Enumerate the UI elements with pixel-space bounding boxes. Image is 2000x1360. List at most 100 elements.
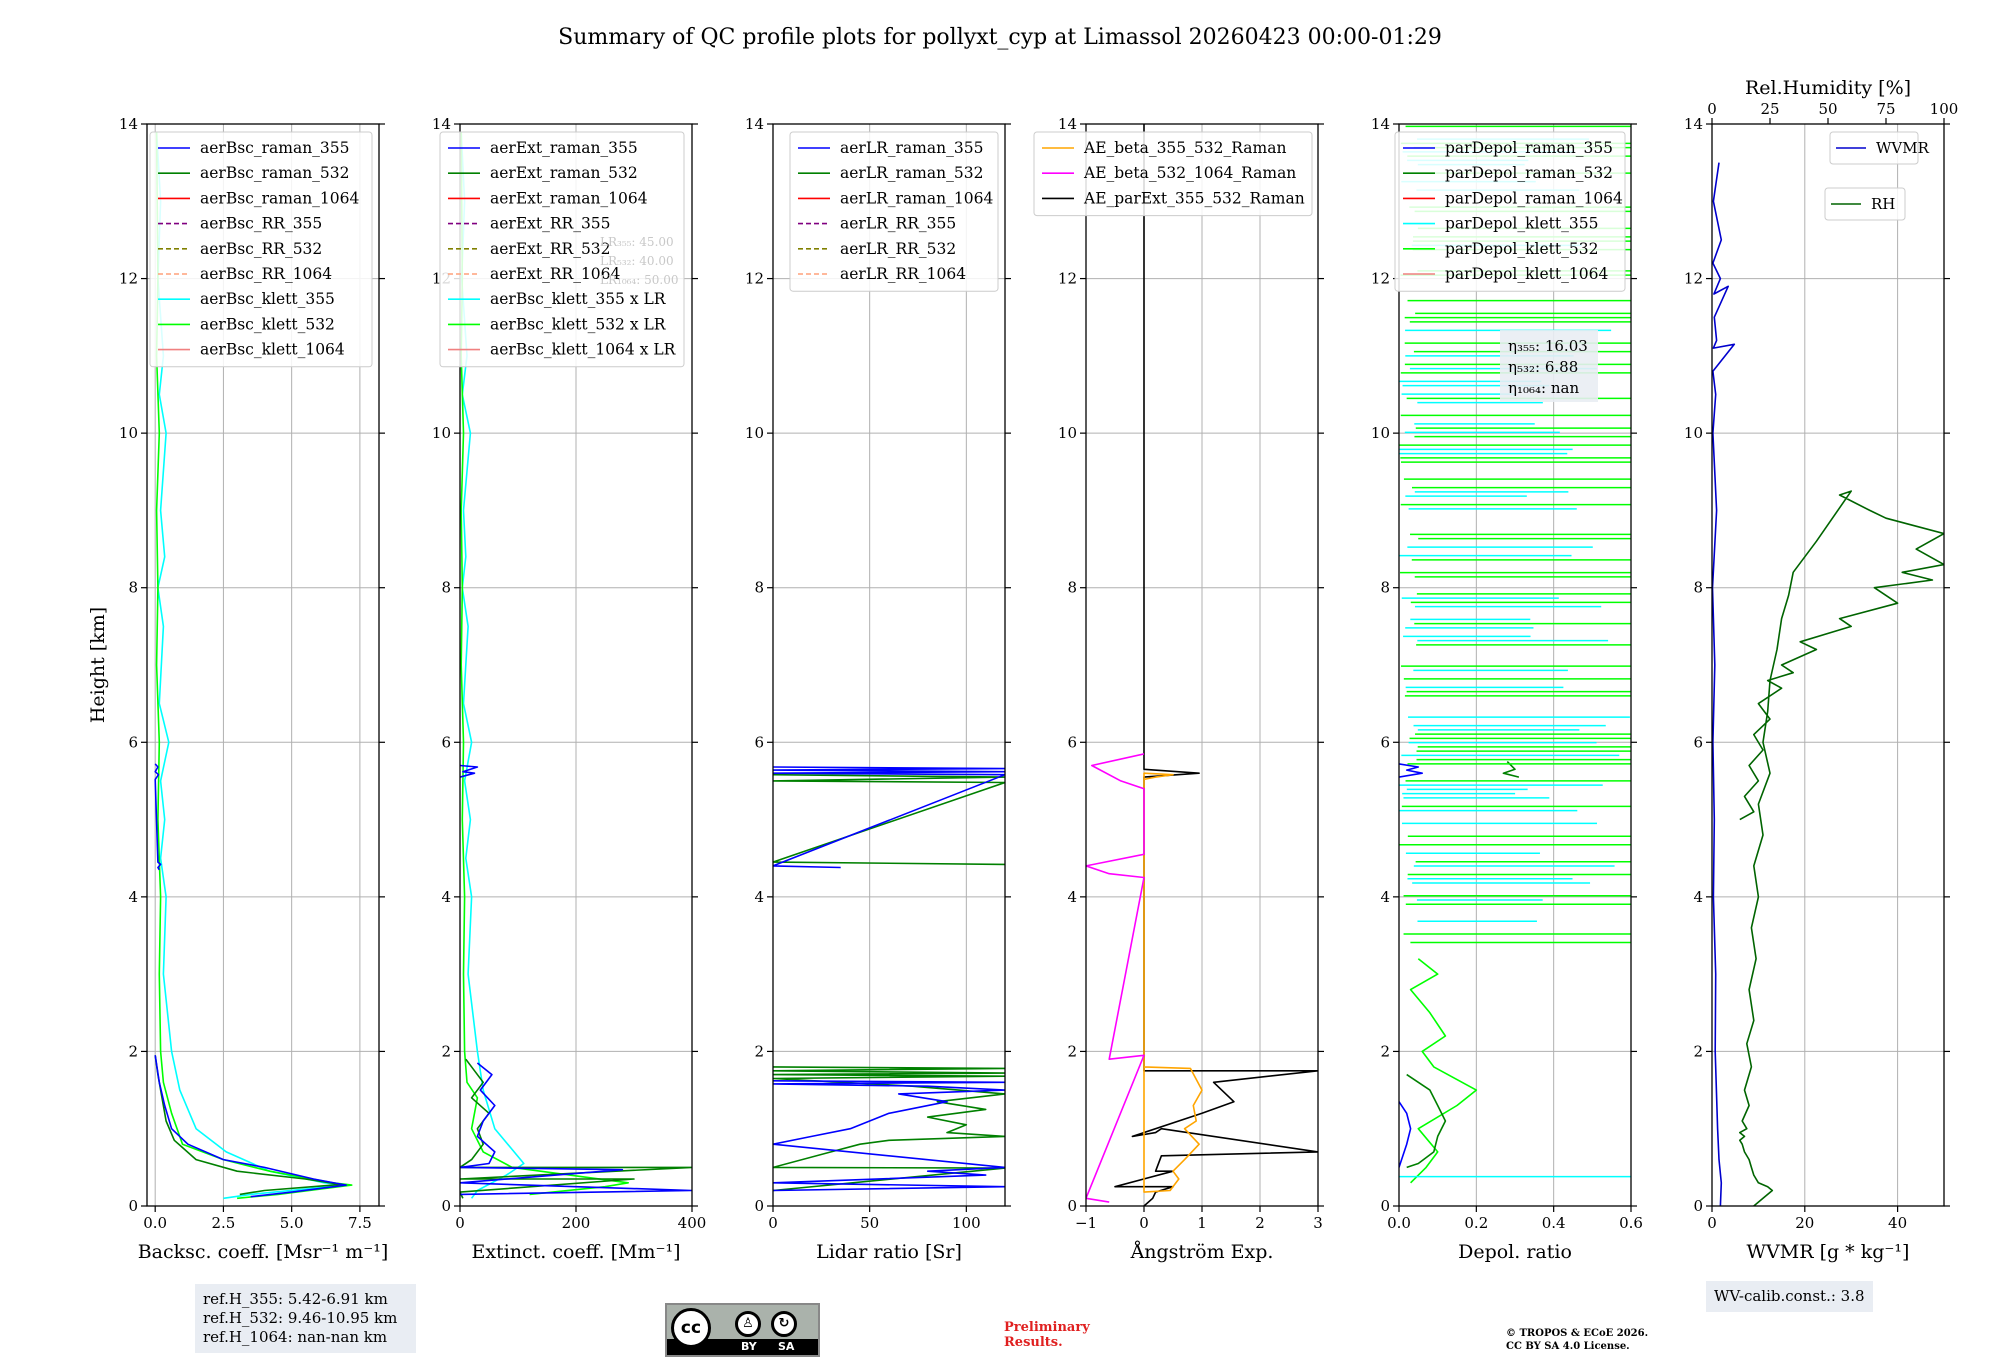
y-tick-label: 10 [432,424,451,442]
panel-extinction: 020040002468101214Extinct. coeff. [Mm⁻¹]… [432,115,706,1263]
legend-label: aerBsc_klett_532 [200,315,335,333]
y-tick-label: 0 [128,1197,138,1215]
x-tick-label: 0.0 [143,1214,167,1232]
legend-label: aerBsc_RR_532 [200,240,322,258]
ref-height-532: ref.H_532: 9.46-10.95 km [203,1309,398,1327]
legend-label: parDepol_raman_532 [1445,164,1613,182]
legend-box [439,131,685,368]
cc-license-badge: cc ♙ ↻ BY SA [665,1303,820,1357]
reference-height-box: ref.H_355: 5.42-6.91 km ref.H_532: 9.46-… [195,1284,416,1353]
x-tick-label: 2 [1255,1214,1265,1232]
y-tick-label: 0 [1693,1197,1703,1215]
x-tick-label: 0 [768,1214,778,1232]
lr-annotation: LR₅₃₂: 40.00 [600,254,674,268]
panel-backscatter: 0.0 2.5 5.0 7.5 0 2 4 6 8 10 12 14 Backsc. coeff. [M… [87,115,388,1263]
y-tick-label: 2 [754,1042,764,1060]
x-tick-label: 1 [1197,1214,1207,1232]
preliminary-line-2: Results. [1004,1335,1063,1350]
series-line-aerLR_raman_355_upper [773,766,1005,869]
top-x-tick-label: 0 [1707,100,1717,118]
y-tick-label: 14 [432,115,451,133]
legend-box [1824,187,1906,221]
legend-label: AE_beta_532_1064_Raman [1083,164,1296,182]
legend-label: aerBsc_klett_355 x LR [490,290,667,308]
y-tick-label: 10 [1684,424,1703,442]
series-line-aerBsc_raman_355 [154,1055,348,1198]
y-tick-label: 4 [441,888,451,906]
x-tick-label: 40 [1888,1214,1907,1232]
legend-label: aerBsc_klett_532 x LR [490,315,667,333]
lr-annotation: LR₁₀₆₄: 50.00 [600,273,678,287]
legend-label: aerLR_RR_1064 [840,265,966,283]
legend-label: aerExt_RR_532 [490,240,611,258]
y-tick-label: 8 [1380,579,1390,597]
y-tick-label: 8 [1067,579,1077,597]
y-tick-label: 12 [1371,270,1390,288]
x-tick-label: 0 [455,1214,465,1232]
x-tick-label: 3 [1313,1214,1323,1232]
legend-label: AE_parExt_355_532_Raman [1083,189,1305,207]
series-line-parDepol_raman_355 [1399,1101,1412,1168]
x-axis-label: Backsc. coeff. [Msr⁻¹ m⁻¹] [138,1241,389,1263]
y-tick-label: 12 [745,270,764,288]
y-tick-label: 0 [441,1197,451,1215]
data-layer [154,131,353,1200]
legend-label: aerExt_raman_532 [490,164,638,182]
y-tick-label: 2 [1693,1042,1703,1060]
ref-height-355: ref.H_355: 5.42-6.91 km [203,1290,388,1308]
y-tick-label: 10 [1058,424,1077,442]
legend-label: aerBsc_klett_1064 x LR [490,341,677,359]
y-tick-label: 6 [1067,733,1077,751]
sa-icon: ↻ [771,1311,797,1337]
series-line-aerBsc_raman_355_upper [154,763,162,871]
x-tick-label: 20 [1795,1214,1814,1232]
legend-label: aerLR_RR_355 [840,215,956,233]
series-line-AE_beta_532_1064_Raman [1086,753,1145,1203]
y-tick-label: 6 [754,733,764,751]
y-tick-label: 14 [1371,115,1390,133]
legend-label: aerExt_RR_355 [490,215,611,233]
series-line-aerBsc_klett_355 [155,131,348,1200]
legend-label: aerBsc_RR_1064 [200,265,332,283]
y-axis-label: Height [km] [87,607,109,723]
series-line-AE_beta_355_532_Raman [1143,772,1203,1193]
legend-label: aerBsc_raman_355 [200,139,350,157]
copyright-note: © TROPOS & ECoE 2026. CC BY SA 4.0 Licen… [1506,1327,1648,1353]
y-tick-label: 14 [745,115,764,133]
cc-icon: cc [671,1308,711,1348]
series-line-aerExt_raman_355_upper [460,764,479,778]
data-layer [1086,124,1318,1206]
series-line-AE_parExt_355_532_Raman [1114,124,1318,1206]
y-tick-label: 2 [128,1042,138,1060]
series-line-aerLR_raman_532 [773,1066,1005,1192]
y-tick-label: 2 [1380,1042,1390,1060]
series-line-parDepol_raman_532 [1406,1073,1447,1169]
x-axis-label: WVMR [g * kg⁻¹] [1747,1241,1910,1263]
series-line-parDepol_raman_532_upper [1502,761,1520,778]
legend-label: aerBsc_RR_355 [200,215,322,233]
y-tick-label: 4 [128,888,138,906]
x-tick-label: 200 [562,1214,591,1232]
x-tick-label: 400 [678,1214,707,1232]
ref-height-1064: ref.H_1064: nan-nan km [203,1328,388,1346]
y-tick-label: 6 [441,733,451,751]
legend-label: RH [1871,195,1895,213]
y-tick-label: 8 [441,579,451,597]
data-layer [773,766,1005,1192]
x-tick-label: 2.5 [211,1214,235,1232]
y-tick-label: 4 [1067,888,1077,906]
top-x-tick-label: 50 [1818,100,1837,118]
x-tick-label: 0 [1707,1214,1717,1232]
y-tick-label: 6 [1380,733,1390,751]
y-tick-label: 10 [119,424,138,442]
preliminary-line-1: Preliminary [1004,1320,1090,1335]
top-x-tick-label: 25 [1760,100,1779,118]
axes-frame [772,123,1006,1207]
legend-label: aerBsc_klett_355 [200,290,335,308]
series-line-aerExt_raman_355 [460,1062,692,1196]
legend-label: aerExt_raman_1064 [490,189,648,207]
copyright-line-2: CC BY SA 4.0 License. [1506,1341,1630,1352]
series-line-parDepol_klett_532 [1409,958,1478,1184]
data-layer [1712,162,1944,1206]
y-tick-label: 10 [745,424,764,442]
